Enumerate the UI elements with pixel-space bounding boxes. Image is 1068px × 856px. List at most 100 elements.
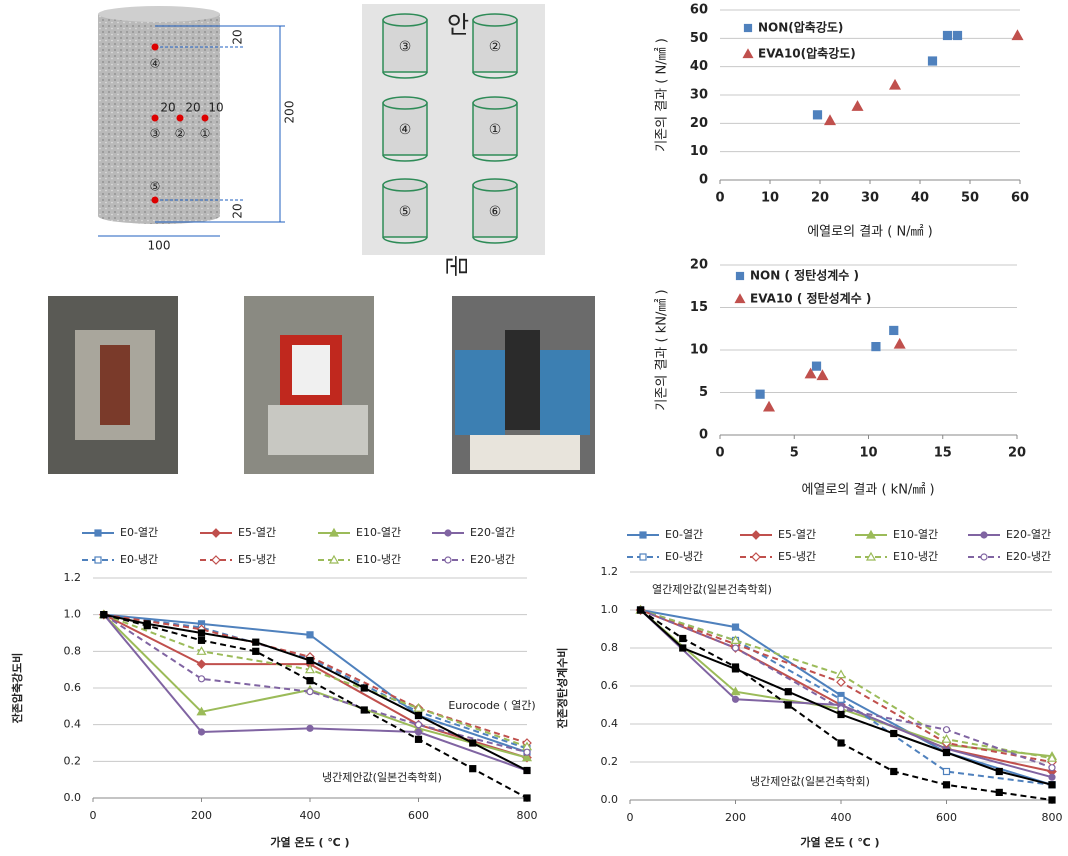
x-tick-label: 10 [761,191,779,206]
y-tick-label: 0.2 [64,754,82,767]
legend-label: E5-열간 [778,528,816,541]
y-tick-label: 0.0 [601,793,619,806]
cylinder-bottom [472,236,518,244]
y-tick-label: 1.2 [601,565,619,578]
x-tick-label: 20 [1008,446,1026,461]
marker [252,638,260,646]
cylinder-top [382,96,428,110]
cylinder-top [382,13,428,27]
y-tick-label: 15 [690,300,708,315]
x-tick-label: 15 [934,446,952,461]
legend-label: EVA10 ( 정탄성계수 ) [750,291,871,306]
x-tick-label: 0 [90,809,97,822]
marker [306,688,314,696]
cylinder-bottom [472,154,518,162]
y-tick-label: 0.0 [64,791,82,804]
point [201,114,209,122]
x-tick-label: 0 [715,446,724,461]
marker [306,677,314,685]
marker [523,748,531,756]
gap-label: 10 [208,101,223,115]
marker [888,78,902,90]
marker [521,752,533,762]
point [176,114,184,122]
x-tick-label: 20 [811,191,829,206]
marker [889,325,899,336]
cylinder-body [98,14,220,216]
marker [469,765,477,773]
cell-label: ② [489,39,502,55]
photos [48,296,595,474]
photo-detail [100,345,130,425]
marker [941,733,952,743]
photo-detail [268,405,368,455]
specimen-diagram: 20 200 20 100 20 20 10 ④ ③ ② ① ⑤ [98,6,297,253]
y-tick-label: 0.2 [601,755,619,768]
y-tick-label: 0.6 [601,679,619,692]
x-axis-label: 에열로의 결과 ( kN/㎟ ) [801,483,934,498]
x-tick-label: 10 [859,446,877,461]
legend-label: E10-열간 [356,526,401,539]
x-tick-label: 400 [831,811,852,824]
y-tick-label: 0.4 [601,717,619,730]
x-tick-label: 200 [191,809,212,822]
y-tick-label: 0.6 [64,681,82,694]
marker [784,701,792,709]
marker [865,529,877,539]
marker [804,367,817,379]
marker [1048,796,1056,804]
marker [893,337,906,349]
marker [735,271,745,281]
marker [851,100,864,111]
legend-label: E0-냉간 [120,553,158,566]
marker [414,728,423,736]
x-tick-label: 200 [725,811,746,824]
y-axis-label: 기존의 결과 ( kN/㎟ ) [655,289,670,410]
marker [360,684,368,692]
dim-label: 200 [283,101,297,124]
cylinder-top [472,13,518,27]
y-tick-label: 0 [699,173,708,188]
marker [730,686,741,696]
marker [811,361,822,371]
marker [1046,752,1058,762]
marker [143,622,151,630]
cylinder-bottom [472,71,518,79]
cylinder-top [98,6,220,22]
marker [636,606,645,614]
photo-detail [455,350,505,435]
x-tick-label: 600 [936,811,957,824]
marker [414,721,423,729]
x-tick-label: 800 [1042,811,1063,824]
legend-label: E20-냉간 [1006,550,1051,563]
legend-label: E5-냉간 [778,550,816,563]
marker [252,647,260,655]
marker [731,644,740,652]
marker [980,531,988,539]
marker [197,728,206,736]
marker [414,711,423,720]
legend-label: NON(압축강도) [758,20,843,35]
marker [952,30,963,41]
marker [731,623,740,631]
marker [865,551,877,561]
y-tick-label: 10 [690,343,708,358]
legend-label: E20-냉간 [470,553,515,566]
marker [639,531,647,539]
marker [306,724,314,732]
x-tick-label: 60 [1011,191,1029,206]
y-tick-label: 40 [690,59,708,74]
marker [784,688,792,696]
legend-label: E10-냉간 [893,550,938,563]
marker [211,555,221,565]
furnace-layout: 안 문 ③ ② ④ ① ⑤ ⑥ [362,4,545,277]
gap-label: 20 [160,101,175,115]
marker [197,636,206,644]
marker [730,635,741,644]
cell-label: ⑤ [399,204,412,220]
y-tick-label: 1.0 [601,603,619,616]
y-tick-label: 5 [699,385,708,400]
x-tick-label: 800 [517,809,538,822]
marker [679,644,687,652]
legend-label: E0-열간 [120,526,158,539]
